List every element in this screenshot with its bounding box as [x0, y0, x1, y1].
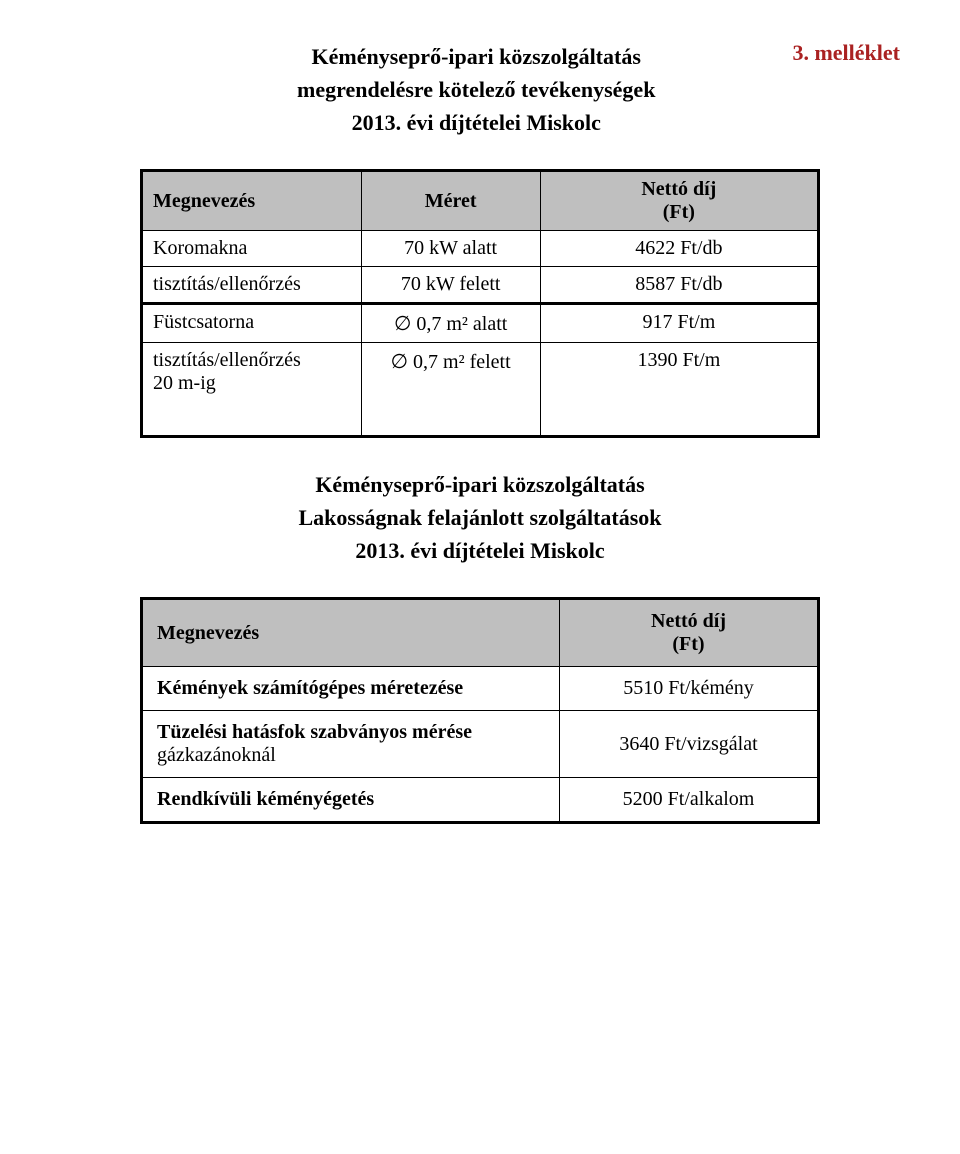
fees-table-2: Megnevezés Nettó díj (Ft) Kémények számí…: [140, 597, 820, 824]
t2-head-price-label: Nettó díj: [651, 610, 726, 632]
t1-cell-name: Füstcsatorna: [142, 304, 362, 343]
t2-cell-price: 5200 Ft/alkalom: [560, 778, 819, 823]
t1-cell-size: ∅ 0,7 m² alatt: [361, 304, 540, 343]
t2-cell-price: 5510 Ft/kémény: [560, 667, 819, 711]
t2-cell-name: Tüzelési hatásfok szabványos mérése gázk…: [142, 711, 560, 778]
table-row: tisztítás/ellenőrzés 20 m-ig ∅ 0,7 m² fe…: [142, 343, 819, 437]
t1-cell-size: ∅ 0,7 m² felett: [361, 343, 540, 437]
t1-cell-price: 917 Ft/m: [540, 304, 818, 343]
t1-head-price-unit: (Ft): [663, 201, 695, 223]
title-line-1: Kéményseprő-ipari közszolgáltatás: [160, 40, 792, 73]
t1-head-name: Megnevezés: [142, 171, 362, 231]
t2-cell-price: 3640 Ft/vizsgálat: [560, 711, 819, 778]
t1-head-size: Méret: [361, 171, 540, 231]
table-row: Füstcsatorna ∅ 0,7 m² alatt 917 Ft/m: [142, 304, 819, 343]
t1-cell-price: 8587 Ft/db: [540, 267, 818, 304]
t1-cell-name: tisztítás/ellenőrzés 20 m-ig: [142, 343, 362, 437]
t1-cell-price: 4622 Ft/db: [540, 231, 818, 267]
section2-title-block: Kéményseprő-ipari közszolgáltatás Lakoss…: [60, 468, 900, 567]
t2-head-price-unit: (Ft): [672, 633, 704, 655]
t2-cell-name: Kémények számítógépes méretezése: [142, 667, 560, 711]
section2-line-2: Lakosságnak felajánlott szolgáltatások: [60, 501, 900, 534]
table-row: Rendkívüli kéményégetés 5200 Ft/alkalom: [142, 778, 819, 823]
t2-head-price: Nettó díj (Ft): [560, 599, 819, 667]
t1-cell-name: Koromakna: [142, 231, 362, 267]
table-row: Kémények számítógépes méretezése 5510 Ft…: [142, 667, 819, 711]
table-row: Tüzelési hatásfok szabványos mérése gázk…: [142, 711, 819, 778]
fees-table-1: Megnevezés Méret Nettó díj (Ft) Koromakn…: [140, 169, 820, 438]
t1-cell-size: 70 kW alatt: [361, 231, 540, 267]
title-line-3: 2013. évi díjtételei Miskolc: [160, 106, 792, 139]
t1-head-price-label: Nettó díj: [641, 178, 716, 200]
t1-cell-size: 70 kW felett: [361, 267, 540, 304]
section2-line-1: Kéményseprő-ipari közszolgáltatás: [60, 468, 900, 501]
document-title-block: Kéményseprő-ipari közszolgáltatás megren…: [60, 40, 792, 139]
t1-head-price: Nettó díj (Ft): [540, 171, 818, 231]
table-row: tisztítás/ellenőrzés 70 kW felett 8587 F…: [142, 267, 819, 304]
title-line-2: megrendelésre kötelező tevékenységek: [160, 73, 792, 106]
table-row: Koromakna 70 kW alatt 4622 Ft/db: [142, 231, 819, 267]
attachment-label: 3. melléklet: [792, 40, 900, 66]
t2-cell-name: Rendkívüli kéményégetés: [142, 778, 560, 823]
section2-line-3: 2013. évi díjtételei Miskolc: [60, 534, 900, 567]
t2-head-name: Megnevezés: [142, 599, 560, 667]
t1-cell-name: tisztítás/ellenőrzés: [142, 267, 362, 304]
t1-cell-price: 1390 Ft/m: [540, 343, 818, 437]
